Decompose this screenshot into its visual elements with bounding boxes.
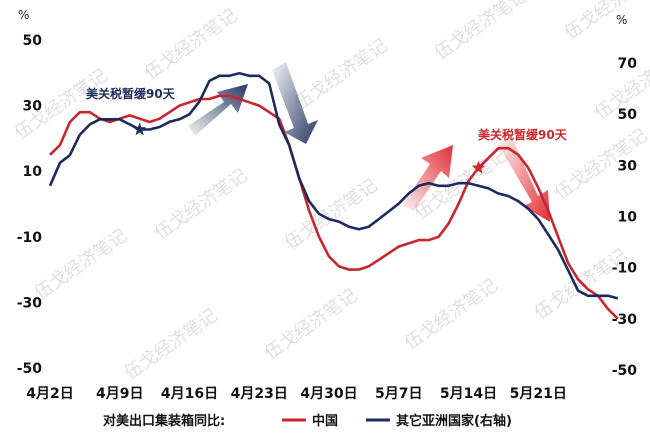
tariff-pause-label-red: 美关税暂缓90天 bbox=[478, 127, 568, 142]
navy-down-arrow bbox=[272, 62, 318, 144]
watermark-text: 伍戈经济笔记 bbox=[561, 0, 650, 44]
x-tick-label: 4月9日 bbox=[96, 386, 143, 402]
right-tick-label: 70 bbox=[618, 56, 638, 72]
red-star-marker bbox=[471, 160, 486, 174]
right-tick-label: 10 bbox=[618, 210, 638, 226]
watermark-text: 伍戈经济笔记 bbox=[261, 285, 362, 364]
left-tick-label: -10 bbox=[17, 230, 43, 246]
right-tick-label: -10 bbox=[612, 261, 638, 277]
watermark-text: 伍戈经济笔记 bbox=[291, 35, 392, 114]
red-up-arrow bbox=[402, 145, 453, 211]
left-tick-label: 30 bbox=[23, 99, 43, 115]
right-axis-ticks: 70 50 30 10 -10 -30 -50 bbox=[612, 56, 638, 379]
watermark-text: 伍戈经济笔记 bbox=[141, 5, 242, 84]
right-tick-label: 30 bbox=[618, 158, 638, 174]
left-axis-ticks: 50 30 10 -10 -30 -50 bbox=[17, 33, 43, 377]
x-tick-label: 4月16日 bbox=[161, 386, 218, 402]
right-tick-label: -30 bbox=[612, 312, 638, 328]
legend-label-china: 中国 bbox=[312, 413, 338, 429]
watermark-text: 伍戈经济笔记 bbox=[121, 305, 222, 384]
watermark-text: 伍戈经济笔记 bbox=[31, 225, 132, 304]
right-tick-label: 50 bbox=[618, 107, 638, 123]
right-tick-label: -50 bbox=[612, 363, 638, 379]
watermark-text: 伍戈经济笔记 bbox=[281, 175, 382, 254]
left-tick-label: 10 bbox=[23, 164, 43, 180]
x-tick-label: 5月21日 bbox=[510, 386, 567, 402]
x-tick-label: 4月30日 bbox=[300, 386, 357, 402]
watermark-text: 伍戈经济笔记 bbox=[401, 275, 502, 354]
series-line-china bbox=[49, 94, 619, 320]
legend-label-asia: 其它亚洲国家(右轴) bbox=[396, 413, 512, 429]
right-axis-unit: % bbox=[616, 13, 627, 27]
series-line-asia bbox=[48, 71, 619, 300]
series-lines bbox=[48, 71, 619, 320]
watermark-text: 伍戈经济笔记 bbox=[431, 0, 532, 64]
x-axis-ticks: 4月2日 4月9日 4月16日 4月23日 4月30日 5月7日 5月14日 5月21日 bbox=[26, 386, 567, 402]
left-tick-label: -30 bbox=[17, 295, 43, 311]
legend: 对美出口集装箱同比: 中国 其它亚洲国家(右轴) bbox=[103, 413, 512, 429]
watermark-text: 伍戈经济笔记 bbox=[151, 165, 252, 244]
x-tick-label: 4月2日 bbox=[26, 386, 73, 402]
left-axis-unit: % bbox=[18, 8, 29, 22]
navy-star-marker bbox=[133, 122, 147, 136]
annotation-stars bbox=[133, 122, 486, 174]
x-tick-label: 4月23日 bbox=[231, 386, 288, 402]
red-down-arrow bbox=[498, 136, 550, 222]
tariff-pause-label-navy: 美关税暂缓90天 bbox=[86, 86, 176, 101]
legend-title: 对美出口集装箱同比: bbox=[103, 413, 225, 429]
x-tick-label: 5月7日 bbox=[375, 386, 422, 402]
left-tick-label: -50 bbox=[17, 361, 43, 377]
navy-up-arrow bbox=[188, 84, 248, 136]
left-tick-label: 50 bbox=[23, 33, 43, 49]
x-tick-label: 5月14日 bbox=[440, 386, 497, 402]
